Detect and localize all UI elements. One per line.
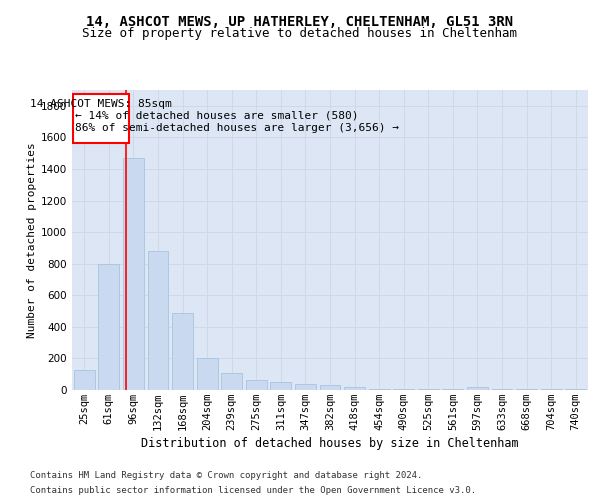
Bar bbox=[541, 389, 562, 390]
Bar bbox=[172, 312, 193, 390]
Text: 14 ASHCOT MEWS: 85sqm: 14 ASHCOT MEWS: 85sqm bbox=[31, 98, 172, 108]
Bar bbox=[221, 374, 242, 390]
Bar bbox=[344, 387, 365, 390]
Text: Contains public sector information licensed under the Open Government Licence v3: Contains public sector information licen… bbox=[30, 486, 476, 495]
Bar bbox=[491, 389, 512, 390]
Text: Distribution of detached houses by size in Cheltenham: Distribution of detached houses by size … bbox=[141, 438, 519, 450]
Text: 86% of semi-detached houses are larger (3,656) →: 86% of semi-detached houses are larger (… bbox=[75, 123, 399, 133]
Text: Size of property relative to detached houses in Cheltenham: Size of property relative to detached ho… bbox=[83, 28, 517, 40]
Bar bbox=[246, 380, 267, 390]
Bar bbox=[442, 389, 463, 390]
Bar bbox=[565, 389, 586, 390]
Text: Contains HM Land Registry data © Crown copyright and database right 2024.: Contains HM Land Registry data © Crown c… bbox=[30, 471, 422, 480]
Bar bbox=[98, 264, 119, 390]
Bar bbox=[516, 389, 537, 390]
Bar bbox=[197, 358, 218, 390]
Bar bbox=[148, 251, 169, 390]
Bar bbox=[467, 387, 488, 390]
Y-axis label: Number of detached properties: Number of detached properties bbox=[27, 142, 37, 338]
Bar bbox=[123, 158, 144, 390]
Bar bbox=[74, 370, 95, 390]
Text: 14, ASHCOT MEWS, UP HATHERLEY, CHELTENHAM, GL51 3RN: 14, ASHCOT MEWS, UP HATHERLEY, CHELTENHA… bbox=[86, 15, 514, 29]
Bar bbox=[295, 384, 316, 390]
Bar bbox=[271, 382, 292, 390]
Bar bbox=[320, 386, 340, 390]
Bar bbox=[418, 389, 439, 390]
Bar bbox=[368, 389, 389, 390]
Text: ← 14% of detached houses are smaller (580): ← 14% of detached houses are smaller (58… bbox=[75, 110, 359, 120]
Bar bbox=[393, 389, 414, 390]
Bar bbox=[73, 94, 130, 143]
